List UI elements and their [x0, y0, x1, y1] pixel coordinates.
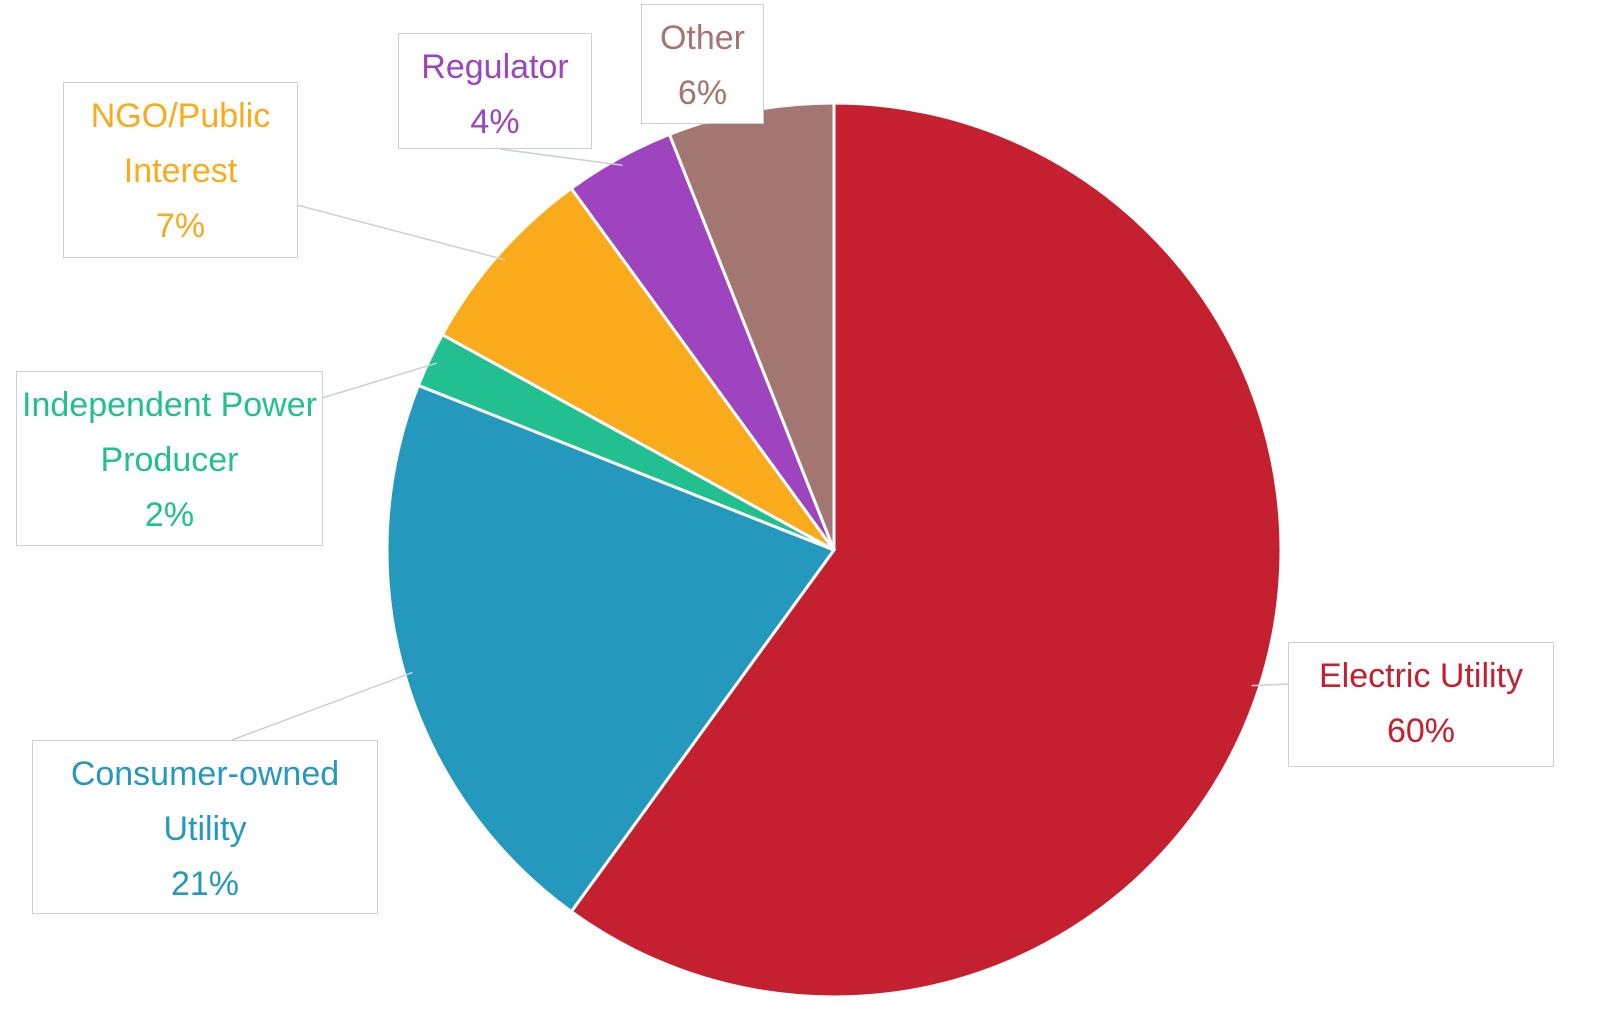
pie-slice — [569, 101, 1283, 999]
value-label: 2% — [144, 496, 195, 534]
value-label: 7% — [155, 207, 206, 245]
category-name: NGO/Public Interest — [90, 97, 271, 190]
callout-line — [321, 362, 437, 399]
value-label: 21% — [170, 865, 240, 903]
slice-label: Consumer-owned Utility 21% — [32, 740, 378, 914]
slice-label: Independent Power Producer 2% — [16, 371, 323, 546]
slice-label: NGO/Public Interest 7% — [63, 82, 298, 258]
category-name: Other — [659, 19, 746, 57]
category-name: Independent Power Producer — [22, 386, 317, 479]
slice-label: Other 6% — [641, 4, 764, 124]
callout-line — [499, 148, 623, 167]
category-name: Electric Utility — [1318, 657, 1524, 695]
slice-label: Electric Utility 60% — [1288, 642, 1554, 767]
value-label: 6% — [677, 74, 728, 112]
value-label: 4% — [470, 103, 520, 141]
slice-label: Regulator 4% — [398, 33, 592, 149]
pie-slice — [440, 186, 836, 552]
value-label: 60% — [1386, 712, 1456, 750]
callout-line — [296, 204, 505, 261]
category-name: Consumer-owned Utility — [70, 755, 340, 848]
category-name: Regulator — [421, 48, 569, 86]
callout-line — [1251, 683, 1289, 687]
callout-line — [231, 671, 413, 741]
